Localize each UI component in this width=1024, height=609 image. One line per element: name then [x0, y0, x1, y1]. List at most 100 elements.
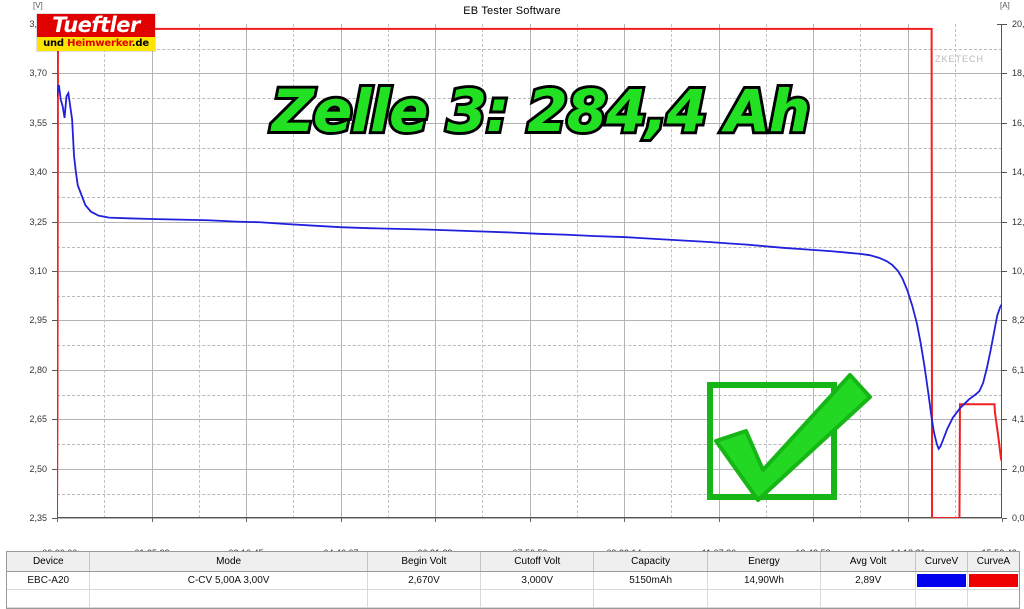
gridline-h-major [57, 320, 1002, 321]
gridline-h-minor [57, 494, 1002, 495]
window-title: EB Tester Software [463, 5, 561, 17]
gridline-h-minor [57, 49, 1002, 50]
x-axis-tickmark [246, 518, 247, 522]
table-row[interactable]: EBC-A20 C-CV 5,00A 3,00V 2,670V 3,000V 5… [7, 571, 1019, 590]
gridline-h-minor [57, 98, 1002, 99]
gridline-h-major [57, 271, 1002, 272]
gridline-v-major [624, 24, 625, 518]
cell-empty-2 [89, 589, 368, 608]
gridline-v-major [341, 24, 342, 518]
y-axis-right-tick-label: 18,45 [1012, 68, 1024, 78]
col-cutoff-volt[interactable]: Cutoff Volt [480, 552, 595, 572]
y-axis-right-tickmark [1002, 172, 1007, 173]
gridline-v-major [908, 24, 909, 518]
gridline-v-minor [577, 24, 578, 518]
cell-empty-4 [480, 589, 595, 608]
gridline-h-major [57, 370, 1002, 371]
gridline-h-minor [57, 247, 1002, 248]
table-row-empty[interactable] [7, 589, 1019, 608]
gridline-v-minor [104, 24, 105, 518]
gridline-h-major [57, 469, 1002, 470]
y-axis-left-tick-label: 2,65 [29, 414, 47, 424]
y-axis-right-tickmark [1002, 271, 1007, 272]
curve-a-color-swatch [968, 574, 1018, 587]
y-axis-left-tickmark [52, 419, 57, 420]
col-curve-a[interactable]: CurveA [967, 552, 1019, 572]
logo-word-heimwerker: Heimwerker [67, 38, 132, 49]
gridline-v-minor [671, 24, 672, 518]
y-axis-left-tickmark [52, 370, 57, 371]
gridline-v-minor [860, 24, 861, 518]
y-axis-right-tickmark [1002, 222, 1007, 223]
x-axis-tickmark [719, 518, 720, 522]
annotation-text: Zelle 3: 284,4 Ah [272, 77, 810, 145]
gridline-h-minor [57, 148, 1002, 149]
x-axis-tickmark [530, 518, 531, 522]
annotation-text-outline: Zelle 3: 284,4 Ah [269, 77, 813, 145]
cell-avg-volt: 2,89V [820, 571, 917, 590]
col-capacity[interactable]: Capacity [593, 552, 708, 572]
y-axis-left-tick-label: 3,25 [29, 217, 47, 227]
y-axis-right-tick-label: 14,35 [1012, 167, 1024, 177]
left-axis-unit-label: [V] [33, 1, 43, 10]
col-avg-volt[interactable]: Avg Volt [820, 552, 917, 572]
gridline-v-minor [955, 24, 956, 518]
y-axis-left-tickmark [52, 123, 57, 124]
cell-energy: 14,90Wh [707, 571, 822, 590]
y-axis-right-tick-label: 16,40 [1012, 118, 1024, 128]
col-device[interactable]: Device [7, 552, 91, 572]
y-axis-left-tick-label: 2,35 [29, 513, 47, 523]
gridline-v-major [530, 24, 531, 518]
col-mode[interactable]: Mode [89, 552, 368, 572]
gridline-h-minor [57, 444, 1002, 445]
cell-mode: C-CV 5,00A 3,00V [89, 571, 368, 590]
logo-word-und: und [43, 38, 68, 49]
y-axis-right-tickmark [1002, 518, 1007, 519]
gridline-h-major [57, 172, 1002, 173]
x-axis-tickmark [908, 518, 909, 522]
y-axis-right-spine [1001, 24, 1002, 518]
y-axis-left-tick-label: 3,40 [29, 167, 47, 177]
gridline-v-major [813, 24, 814, 518]
zketech-watermark: ZKETECH [935, 54, 985, 64]
logo-word-de: .de [131, 38, 149, 49]
y-axis-right-tick-label: 4,10 [1012, 414, 1024, 424]
y-axis-right-tickmark [1002, 320, 1007, 321]
y-axis-right-tick-label: 0,00 [1012, 513, 1024, 523]
y-axis-right-tickmark [1002, 73, 1007, 74]
x-axis-tickmark [435, 518, 436, 522]
cell-empty-8 [915, 589, 968, 608]
x-axis-tickmark [57, 518, 58, 522]
cell-empty-7 [820, 589, 917, 608]
y-axis-right-tickmark [1002, 24, 1007, 25]
x-axis-tickmark [152, 518, 153, 522]
cell-cutoff-volt: 3,000V [480, 571, 595, 590]
logo-line-2: und Heimwerker.de [37, 37, 155, 51]
y-axis-left-tick-label: 2,95 [29, 315, 47, 325]
gridline-v-minor [293, 24, 294, 518]
y-axis-left-tick-label: 2,50 [29, 464, 47, 474]
cell-curve-a-swatch[interactable] [967, 571, 1019, 590]
cell-curve-v-swatch[interactable] [915, 571, 968, 590]
col-begin-volt[interactable]: Begin Volt [367, 552, 482, 572]
y-axis-left-tickmark [52, 469, 57, 470]
y-axis-left-tickmark [52, 320, 57, 321]
voltage-curve-v [57, 84, 1002, 451]
cell-empty-3 [367, 589, 482, 608]
cell-empty-5 [593, 589, 708, 608]
gridline-h-major [57, 123, 1002, 124]
col-curve-v[interactable]: CurveV [915, 552, 968, 572]
y-axis-left-tick-label: 3,70 [29, 68, 47, 78]
y-axis-right-tickmark [1002, 123, 1007, 124]
gridline-v-major [435, 24, 436, 518]
cell-empty-6 [707, 589, 822, 608]
tueftler-logo: Tueftler und Heimwerker.de [37, 14, 155, 51]
y-axis-right-tickmark [1002, 469, 1007, 470]
gridline-h-minor [57, 296, 1002, 297]
y-axis-left-tickmark [52, 222, 57, 223]
gridline-h-major [57, 222, 1002, 223]
x-axis-tickmark [1002, 518, 1003, 522]
col-energy[interactable]: Energy [707, 552, 822, 572]
y-axis-right-tickmark [1002, 370, 1007, 371]
